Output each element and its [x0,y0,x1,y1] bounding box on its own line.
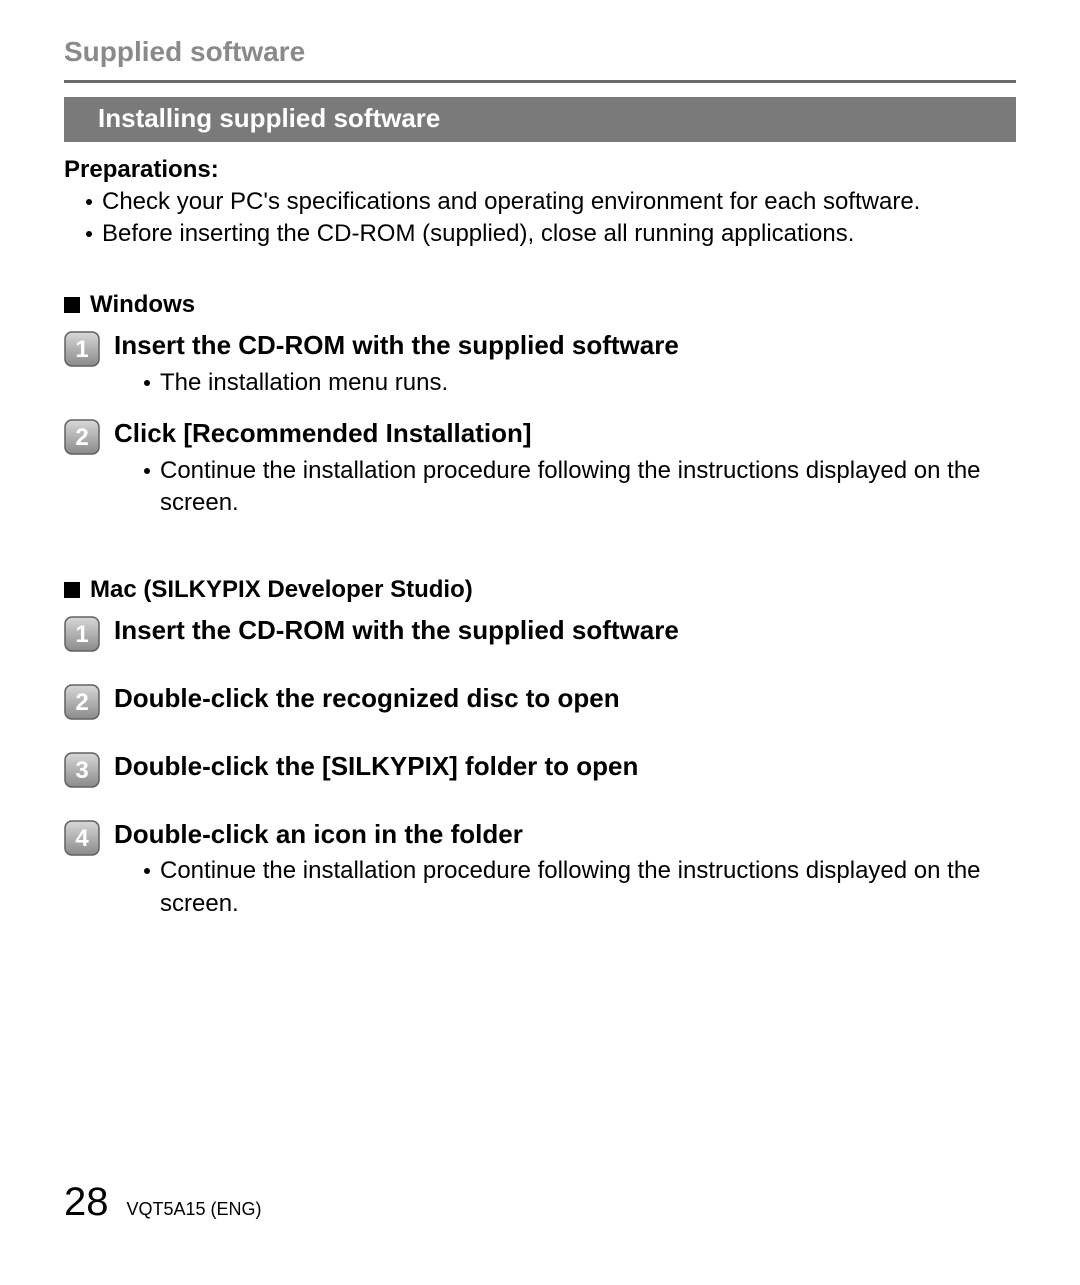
page-title: Supplied software [64,36,1016,68]
svg-text:1: 1 [75,621,88,648]
step-sub-text: Continue the installation procedure foll… [160,855,1016,920]
step-sub: Continue the installation procedure foll… [114,855,1016,920]
page-footer: 28 VQT5A15 (ENG) [64,1180,262,1225]
bullet-icon [144,868,150,874]
platform-label-text: Mac (SILKYPIX Developer Studio) [90,576,473,604]
step: 1 Insert the CD-ROM with the supplied so… [64,614,1016,652]
step-title: Double-click the [SILKYPIX] folder to op… [114,750,1016,784]
svg-text:2: 2 [75,689,88,716]
step: 4 Double-click an icon in the folder Con… [64,818,1016,921]
bullet-icon [86,199,92,205]
step-number-icon: 2 [64,684,100,720]
prep-item: Check your PC's specifications and opera… [64,186,1016,218]
bullet-icon [144,468,150,474]
step-sub: The installation menu runs. [114,367,1016,399]
doc-code: VQT5A15 (ENG) [127,1199,262,1220]
step-sub: Continue the installation procedure foll… [114,455,1016,520]
preparations-label: Preparations: [64,156,1016,184]
step-title: Insert the CD-ROM with the supplied soft… [114,329,1016,363]
title-rule [64,80,1016,83]
step-title: Insert the CD-ROM with the supplied soft… [114,614,1016,648]
section-bar: Installing supplied software [64,97,1016,142]
step-title: Double-click an icon in the folder [114,818,1016,852]
step-title: Double-click the recognized disc to open [114,682,1016,716]
svg-text:4: 4 [75,825,89,852]
step-number-icon: 4 [64,820,100,856]
step-title: Click [Recommended Installation] [114,417,1016,451]
step-sub-text: The installation menu runs. [160,367,448,399]
square-bullet-icon [64,582,80,598]
step: 1 Insert the CD-ROM with the supplied so… [64,329,1016,399]
svg-text:2: 2 [75,424,88,451]
step-number-icon: 2 [64,419,100,455]
step-number-icon: 1 [64,331,100,367]
step: 2 Click [Recommended Installation] Conti… [64,417,1016,520]
step-number-icon: 1 [64,616,100,652]
square-bullet-icon [64,297,80,313]
step-sub-text: Continue the installation procedure foll… [160,455,1016,520]
prep-text: Before inserting the CD-ROM (supplied), … [102,218,854,250]
platform-label-text: Windows [90,291,195,319]
step: 3 Double-click the [SILKYPIX] folder to … [64,750,1016,788]
bullet-icon [86,231,92,237]
svg-text:3: 3 [75,757,88,784]
svg-text:1: 1 [75,336,88,363]
platform-mac: Mac (SILKYPIX Developer Studio) [64,576,1016,604]
prep-text: Check your PC's specifications and opera… [102,186,920,218]
step-number-icon: 3 [64,752,100,788]
bullet-icon [144,380,150,386]
platform-windows: Windows [64,291,1016,319]
step: 2 Double-click the recognized disc to op… [64,682,1016,720]
page-number: 28 [64,1180,109,1225]
prep-item: Before inserting the CD-ROM (supplied), … [64,218,1016,250]
